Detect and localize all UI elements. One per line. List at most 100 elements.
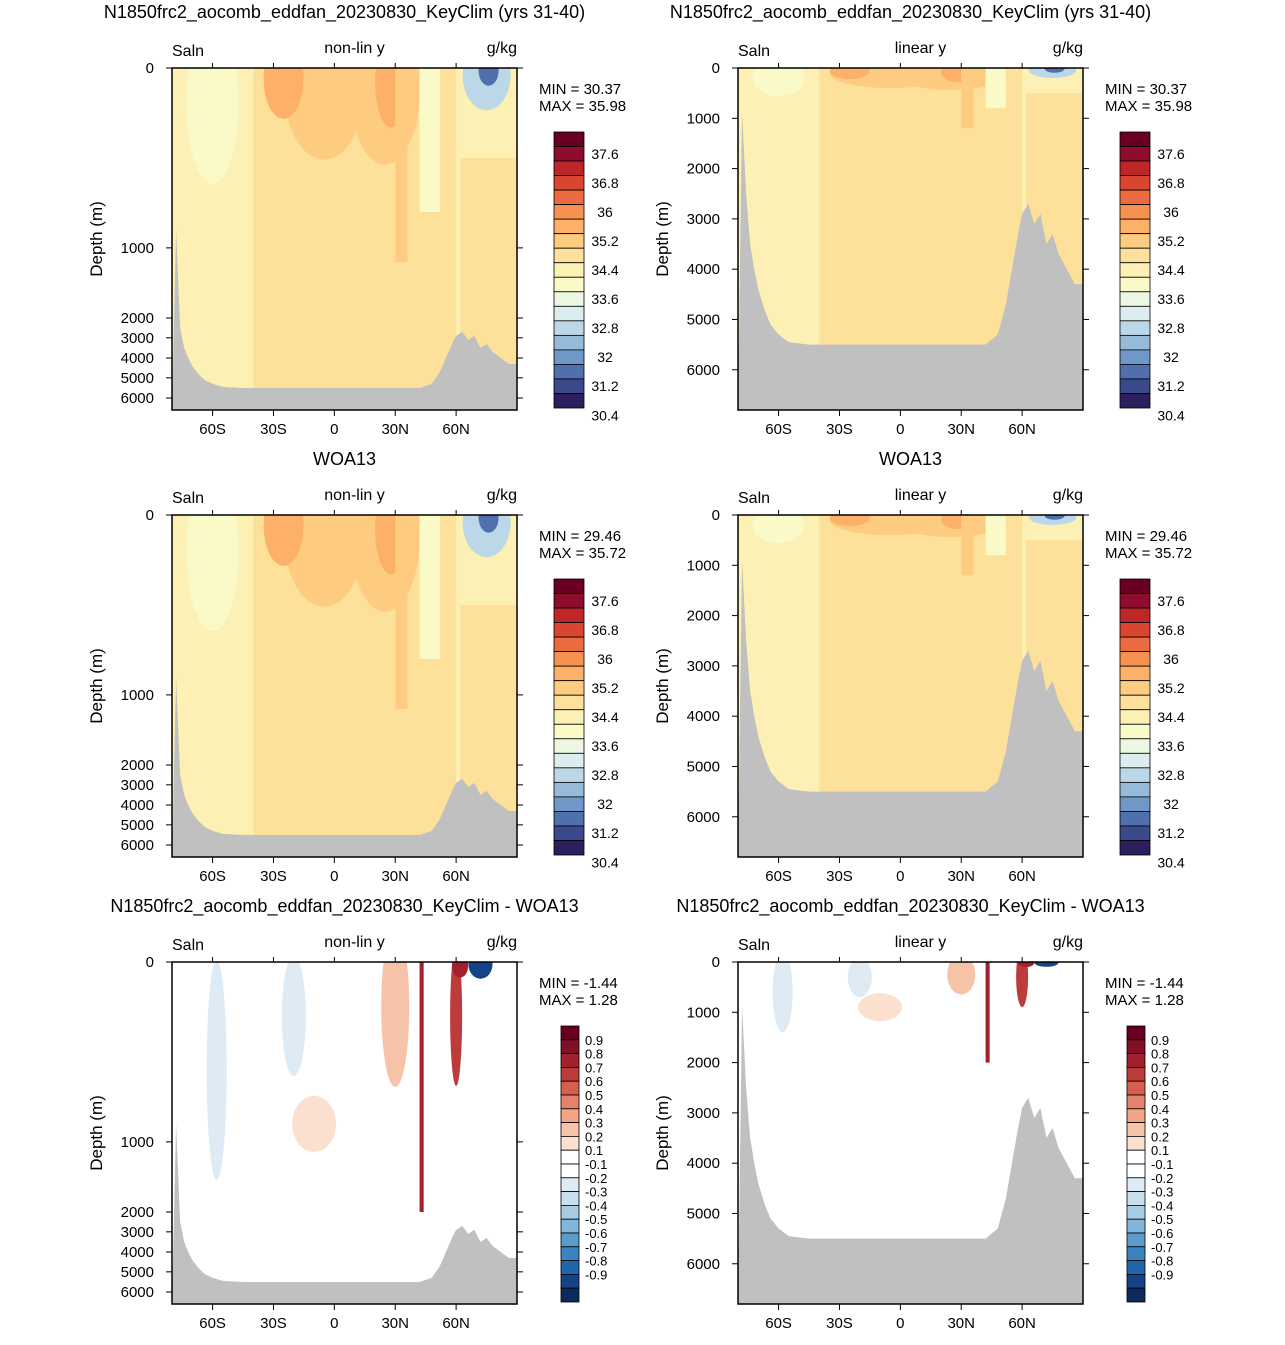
colorbar-swatch [553,276,585,293]
x-tick-label: 60N [1008,868,1036,885]
variable-label: Saln [172,43,204,60]
panel-title: N1850frc2_aocomb_eddfan_20230830_KeyClim… [104,2,585,23]
colorbar-label: 37.6 [591,593,618,609]
colorbar-swatch [560,1094,580,1110]
difference-contour-arctic-positive [1018,962,1035,968]
y-tick-label: 3000 [687,1105,720,1122]
colorbar-swatch [1126,1232,1146,1248]
y-tick-label: 1000 [121,687,154,704]
colorbar-label: 35.2 [1157,680,1184,696]
difference-contour-positive [858,993,903,1022]
colorbar-swatch [1119,781,1151,798]
x-tick-label: 60N [1008,1315,1036,1332]
y-axis-label: Depth (m) [653,1095,672,1171]
colorbar-label: -0.3 [1151,1185,1173,1200]
x-tick-label: 30N [381,1315,409,1332]
colorbar-swatch [1126,1053,1146,1068]
panel-title: WOA13 [313,449,376,469]
max-value: MAX = 1.28 [1105,992,1184,1009]
colorbar-label: -0.8 [1151,1254,1173,1269]
colorbar-swatch [553,204,585,220]
colorbar-swatch [1119,752,1151,769]
colorbar-label: 32 [597,349,613,365]
colorbar-label: 0.1 [1151,1143,1169,1158]
colorbar-label: 30.4 [591,854,618,870]
colorbar-label: -0.7 [1151,1240,1173,1255]
colorbar-swatch [1126,1039,1146,1055]
colorbar-swatch [1126,1246,1146,1262]
x-tick-label: 30S [826,421,853,438]
colorbar-label: 0.6 [1151,1074,1169,1089]
yscale-label: linear y [895,934,947,951]
colorbar-label: -0.1 [1151,1157,1173,1172]
colorbar-swatch [560,1108,580,1124]
colorbar-swatch [560,1163,580,1179]
colorbar-label: 0.9 [585,1033,603,1048]
salinity-contour-south-max [284,515,365,607]
colorbar-label: -0.2 [1151,1171,1173,1186]
colorbar-swatch [560,1039,580,1055]
panel-p1: 60S 30S 0 30N 60N 0 1000 2000 3000 4000 5000 6000 N1… [87,2,626,438]
colorbar: 37.6 36.8 36 35.2 34.4 33.6 32.8 32 31.2 30.4 [1119,131,1185,423]
colorbar-label: 31.2 [1157,378,1184,394]
y-axis-label: Depth (m) [87,1095,106,1171]
units-label: g/kg [1053,40,1083,57]
colorbar-swatch [560,1122,580,1137]
difference-contour-positive [292,1095,337,1152]
colorbar-label: 32.8 [591,320,618,336]
panel-p2: 60S 30S 0 30N 60N 0 1000 2000 3000 4000 5000 6000 N1… [653,2,1192,438]
x-tick-label: 0 [330,421,338,438]
colorbar-swatch [560,1287,580,1303]
colorbar-swatch [1126,1274,1146,1289]
colorbar-swatch [553,364,585,380]
colorbar-label: 34.4 [1157,262,1184,278]
difference-contour-negative [281,962,306,1076]
colorbar-swatch [553,781,585,798]
y-tick-label: 3000 [687,658,720,675]
y-tick-label: 0 [712,507,720,524]
colorbar-swatch [1119,825,1151,841]
x-tick-label: 30N [947,868,975,885]
min-value: MIN = 30.37 [539,81,621,98]
colorbar-label: 32.8 [1157,320,1184,336]
y-tick-label: 0 [146,60,154,77]
y-tick-label: 3000 [121,777,154,794]
colorbar-label: 34.4 [1157,709,1184,725]
colorbar-swatch [553,247,585,264]
colorbar-swatch [1126,1136,1146,1151]
colorbar-swatch [553,811,585,827]
x-tick-label: 60S [199,868,226,885]
salinity-contour-med-outflow [961,68,974,129]
difference-contour-negative [847,962,872,998]
plot-frame [171,67,518,411]
units-label: g/kg [1053,934,1083,951]
max-value: MAX = 35.72 [1105,545,1192,562]
colorbar-label: 30.4 [591,407,618,423]
y-tick-label: 1000 [687,557,720,574]
colorbar-swatch [1126,1287,1146,1303]
y-tick-label: 2000 [687,161,720,178]
colorbar-label: 32 [1163,349,1179,365]
colorbar-label: 0.3 [1151,1116,1169,1131]
salinity-contour-north-atlantic [460,157,517,410]
difference-contour-positive [381,962,410,1087]
colorbar-swatch [1126,1067,1146,1082]
y-tick-label: 2000 [121,310,154,327]
panel-title: WOA13 [879,449,942,469]
x-tick-label: 30N [381,868,409,885]
yscale-label: linear y [895,487,947,504]
colorbar-swatch [560,1246,580,1262]
difference-contour-arctic-negative [1034,962,1059,967]
difference-contour-positive [450,962,463,1086]
colorbar-label: 31.2 [1157,825,1184,841]
y-axis-label: Depth (m) [653,201,672,277]
colorbar-swatch [1126,1080,1146,1096]
y-tick-label: 3000 [687,211,720,228]
colorbar-label: -0.6 [1151,1226,1173,1241]
colorbar-swatch [553,593,585,609]
colorbar-swatch [1119,131,1151,147]
colorbar-swatch [553,665,585,682]
x-tick-label: 30S [826,1315,853,1332]
salinity-contour-south-max [284,68,365,160]
colorbar-swatch [1126,1260,1146,1275]
